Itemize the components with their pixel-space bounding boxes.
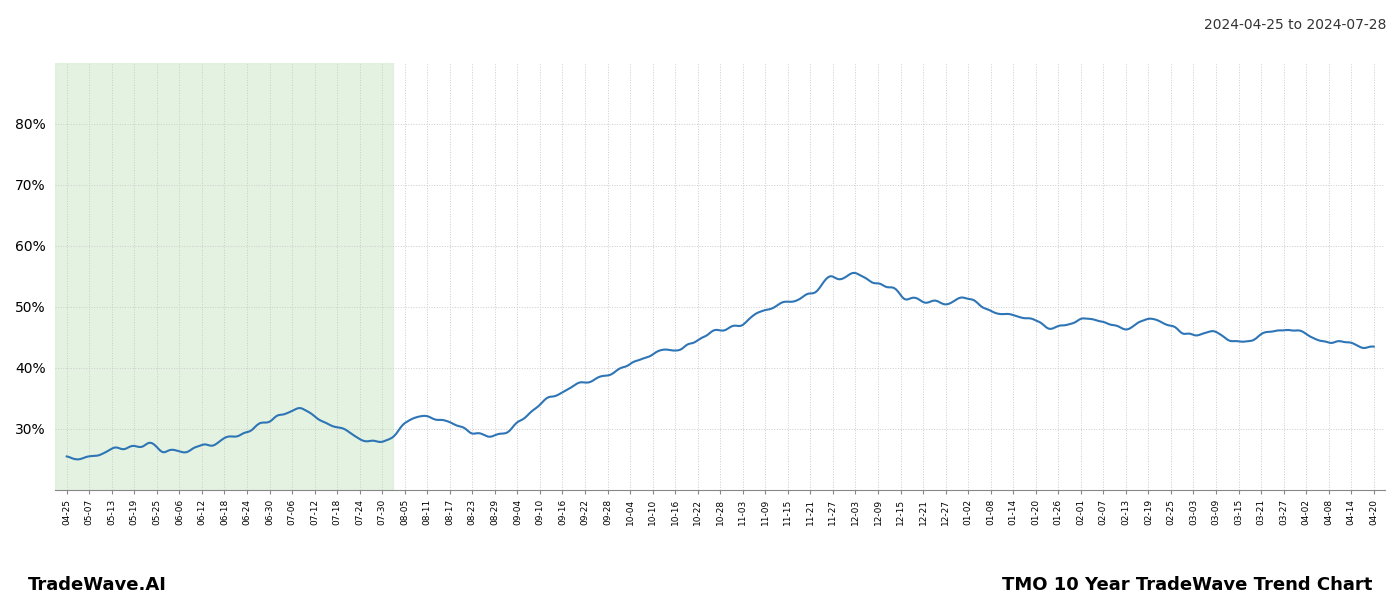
Text: 2024-04-25 to 2024-07-28: 2024-04-25 to 2024-07-28: [1204, 18, 1386, 32]
Bar: [56, 63, 393, 490]
Text: TMO 10 Year TradeWave Trend Chart: TMO 10 Year TradeWave Trend Chart: [1001, 576, 1372, 594]
Text: TradeWave.AI: TradeWave.AI: [28, 576, 167, 594]
